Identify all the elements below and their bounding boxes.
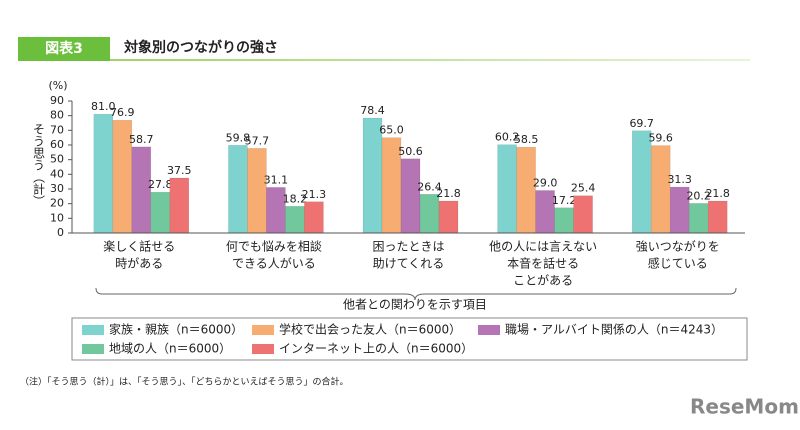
bar: [247, 148, 267, 234]
badge: 図表3: [45, 40, 83, 57]
bracket: [95, 287, 737, 301]
legend-swatch: [252, 325, 274, 335]
y-tick-label: 0: [57, 226, 64, 239]
bar: [304, 201, 324, 234]
value-label: 59.6: [648, 132, 673, 145]
value-label: 58.5: [514, 133, 539, 146]
y-tick-label: 30: [50, 182, 64, 195]
bar: [419, 194, 440, 234]
x-tick-label: 楽しく話せる: [103, 239, 175, 254]
x-tick-label: 時がある: [115, 256, 163, 271]
bar: [228, 145, 248, 234]
bar: [438, 200, 459, 234]
value-label: 21.8: [436, 187, 461, 200]
y-tick-label: 10: [50, 211, 64, 224]
y-tick-label: 70: [50, 123, 64, 136]
y-tick-label: 90: [50, 94, 64, 107]
bar: [285, 206, 305, 234]
chart-title: 対象別のつながりの強さ: [123, 39, 278, 56]
value-label: 26.4: [417, 180, 442, 193]
y-tick-label: 20: [50, 197, 64, 210]
value-label: 20.2: [686, 189, 711, 202]
x-tick-label: できる人がいる: [232, 256, 316, 271]
x-tick-label: ことがある: [513, 273, 573, 288]
y-axis-label: そう思う（計）: [32, 123, 46, 207]
value-label: 60.2: [495, 131, 520, 144]
legend-swatch: [252, 344, 274, 354]
legend-label: 学校で出会った友人（n＝6000）: [279, 322, 461, 337]
bar: [169, 177, 190, 234]
y-tick-label: 80: [50, 109, 64, 122]
legend-label: 家族・親族（n＝6000）: [109, 322, 243, 337]
value-label: 18.2: [283, 192, 308, 205]
x-tick-label: 困ったときは: [372, 240, 444, 254]
bar: [93, 113, 114, 234]
legend-swatch: [82, 325, 104, 335]
bar: [631, 130, 652, 234]
value-label: 58.7: [129, 133, 154, 146]
value-label: 57.7: [245, 134, 270, 147]
logo: ReseMom: [690, 395, 799, 419]
x-tick-label: 強いつながりを: [636, 239, 720, 254]
bar: [400, 158, 421, 234]
value-label: 31.1: [264, 173, 289, 186]
legend-label: 職場・アルバイト関係の人（n＝4243）: [505, 323, 723, 337]
legend-label: インターネット上の人（n＝6000）: [279, 342, 473, 356]
bar: [688, 203, 709, 234]
y-tick-label: 60: [50, 138, 64, 151]
x-tick-label: 本音を話せる: [507, 256, 579, 271]
x-tick-label: 助けてくれる: [373, 257, 445, 271]
value-label: 29.0: [533, 176, 558, 189]
legend-swatch: [478, 325, 500, 335]
value-label: 21.8: [705, 187, 730, 200]
y-tick-label: 40: [50, 167, 64, 180]
legend-box: [71, 317, 748, 361]
value-label: 37.5: [167, 164, 192, 177]
legend-swatch: [82, 344, 104, 354]
bar: [497, 144, 517, 234]
badge-bg: [18, 37, 110, 61]
legend-label: 地域の人（n＝6000）: [109, 342, 231, 356]
x-tick-label: 他の人には言えない: [489, 240, 597, 254]
value-label: 65.0: [379, 124, 404, 137]
value-label: 78.4: [360, 104, 385, 117]
bar: [554, 207, 574, 234]
value-label: 27.8: [148, 178, 173, 191]
note: （注）「そう思う（計）」は、「そう思う」、「どちらかといえばそう思う」の合計。: [20, 376, 349, 388]
x-axis-label: 他者との関わりを示す項目: [343, 298, 487, 312]
value-label: 25.4: [571, 182, 596, 195]
bar: [150, 191, 171, 234]
value-label: 81.0: [91, 100, 116, 113]
x-tick-label: 何でも悩みを相談: [226, 239, 322, 254]
value-label: 69.7: [629, 117, 654, 130]
header-rule: [110, 59, 750, 61]
y-tick-label: 50: [50, 153, 64, 166]
value-label: 59.8: [226, 131, 251, 144]
bar: [707, 200, 728, 234]
x-tick-label: 感じている: [648, 256, 708, 271]
bar: [516, 146, 536, 234]
bar: [573, 195, 593, 234]
value-label: 21.3: [302, 188, 327, 201]
bar: [650, 145, 671, 234]
value-label: 17.2: [552, 194, 577, 207]
y-unit: (%): [48, 79, 67, 92]
value-label: 76.9: [110, 106, 135, 119]
value-label: 31.3: [667, 173, 692, 186]
value-label: 50.6: [398, 145, 423, 158]
